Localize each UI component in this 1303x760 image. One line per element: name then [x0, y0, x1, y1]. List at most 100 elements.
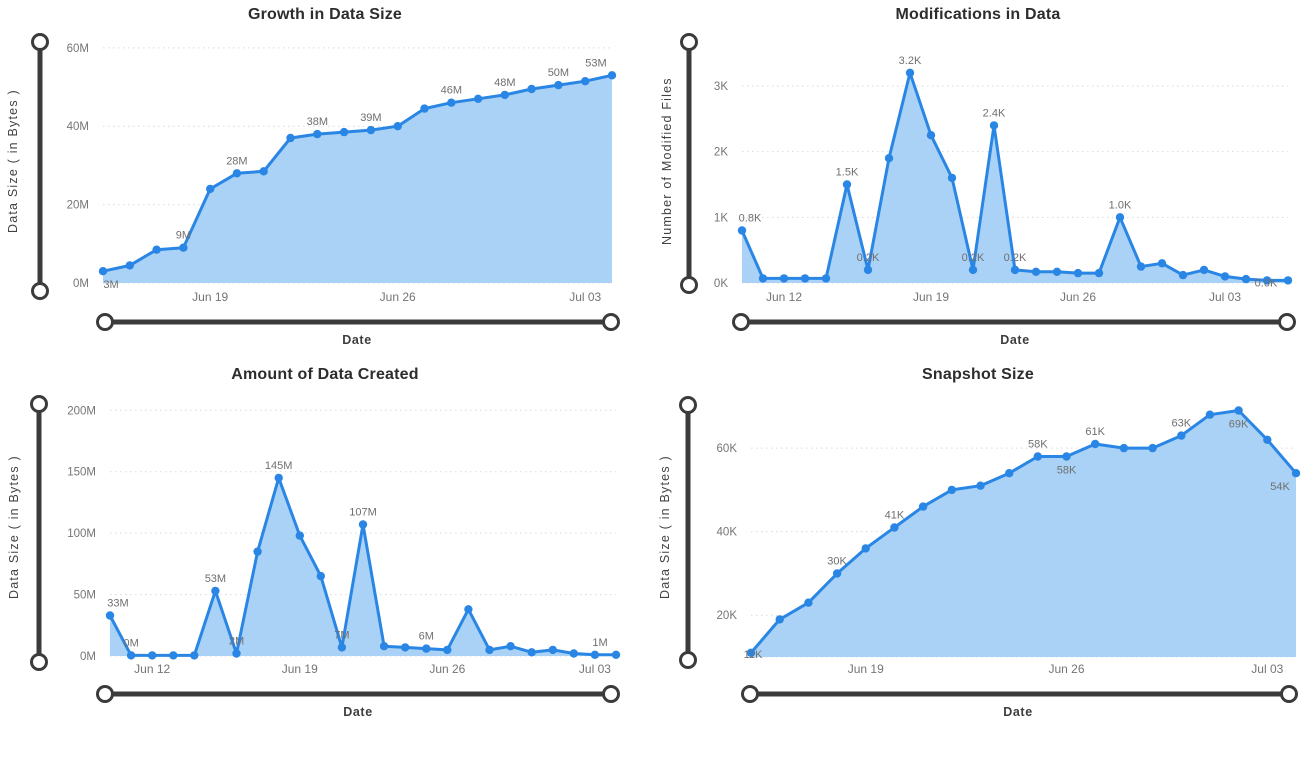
data-point [190, 651, 199, 660]
slider-handle-right[interactable] [1280, 685, 1298, 703]
slider-track[interactable] [105, 319, 611, 325]
slider-handle-left[interactable] [732, 313, 750, 331]
x-tick-label: Jul 03 [1251, 662, 1283, 676]
data-point [393, 122, 402, 131]
data-point [1094, 268, 1104, 278]
data-point-label: 41K [885, 510, 905, 522]
slider-handle-bottom[interactable] [680, 276, 698, 294]
x-zoom-slider-growth[interactable] [96, 313, 620, 331]
data-point [366, 125, 376, 135]
chart-1: 0K 1K 2K 3K Jun 12 Jun 19 Jun 26 Jul 03 0.8K 1.5K… [714, 55, 1293, 304]
data-point [947, 485, 956, 495]
y-tick-label: 60K [717, 443, 738, 455]
data-point [420, 104, 429, 113]
slider-track[interactable] [741, 319, 1287, 325]
data-point [527, 648, 536, 657]
slider-handle-bottom[interactable] [679, 651, 697, 669]
data-point-label: 53M [585, 57, 606, 69]
slider-handle-left[interactable] [96, 685, 114, 703]
slider-handle-bottom[interactable] [31, 282, 49, 300]
area-fill [742, 72, 1288, 283]
data-point-label: 7M [334, 629, 349, 641]
slider-handle-top[interactable] [680, 33, 698, 51]
y-zoom-slider-growth[interactable] [31, 33, 49, 300]
data-point [832, 569, 842, 578]
slider-handle-top[interactable] [31, 33, 49, 51]
slider-handle-top[interactable] [30, 395, 48, 413]
slider-handle-left[interactable] [741, 685, 759, 703]
x-axis-title-snapshot: Date [1003, 705, 1033, 719]
data-point [1062, 452, 1071, 461]
x-zoom-slider-created[interactable] [96, 685, 620, 703]
chart-2: 0M 50M 100M 150M 200M Jun 12 Jun 19 Jun 26 Jul 0… [67, 405, 621, 676]
slider-track[interactable] [37, 42, 43, 291]
data-line [101, 73, 614, 273]
data-point [379, 642, 389, 651]
data-point-label: 0.2K [857, 252, 880, 264]
area-fill [103, 75, 612, 283]
y-zoom-slider-snapshot[interactable] [679, 396, 697, 669]
data-point [926, 131, 936, 140]
data-point [232, 169, 242, 178]
x-tick-label: Jun 19 [848, 662, 884, 676]
y-tick-label: 0K [714, 278, 728, 290]
x-tick-label: Jun 12 [766, 290, 802, 304]
slider-track[interactable] [750, 691, 1289, 697]
data-point [968, 265, 978, 275]
data-point [485, 645, 494, 655]
data-point-label: 58K [1057, 465, 1077, 477]
data-point [1136, 262, 1146, 271]
data-point [1178, 270, 1188, 280]
data-point-label: 54K [1270, 481, 1290, 493]
y-zoom-slider-created[interactable] [30, 395, 48, 671]
data-point [232, 649, 241, 658]
data-point [976, 481, 985, 490]
data-point [1220, 272, 1230, 281]
slider-handle-right[interactable] [602, 685, 620, 703]
data-point-label: 48M [494, 77, 515, 89]
slider-track[interactable] [36, 404, 42, 662]
data-point [581, 77, 590, 86]
data-point [401, 643, 410, 652]
data-point-label: 9M [176, 230, 191, 242]
slider-handle-bottom[interactable] [30, 653, 48, 671]
slider-track[interactable] [686, 42, 692, 285]
x-zoom-slider-snapshot[interactable] [741, 685, 1298, 703]
data-point [569, 649, 578, 658]
data-point-label: 28M [226, 155, 247, 167]
data-point-label: 39M [360, 112, 381, 124]
data-point [152, 245, 161, 254]
slider-track[interactable] [105, 691, 611, 697]
data-point [775, 615, 784, 624]
data-point [259, 167, 268, 176]
chart-3: 20K 40K 60K Jun 19 Jun 26 Jul 03 11K 30K 41K 58K 5… [717, 406, 1301, 676]
slider-handle-left[interactable] [96, 313, 114, 331]
area-fill [751, 410, 1296, 657]
data-point [905, 68, 915, 78]
x-zoom-slider-modifications[interactable] [732, 313, 1296, 331]
data-point-label: 53M [205, 573, 226, 585]
slider-handle-right[interactable] [1278, 313, 1296, 331]
data-point [800, 274, 810, 283]
data-point-label: 46M [441, 85, 462, 97]
slider-handle-top[interactable] [679, 396, 697, 414]
data-point [863, 265, 873, 275]
slider-handle-right[interactable] [602, 313, 620, 331]
data-point [358, 520, 368, 529]
data-point [253, 547, 262, 556]
data-point [842, 180, 852, 189]
data-point-label: 1M [592, 637, 607, 649]
chart-title-snapshot-size: Snapshot Size [922, 366, 1034, 383]
slider-track[interactable] [685, 405, 691, 660]
y-zoom-slider-modifications[interactable] [680, 33, 698, 294]
data-point [554, 80, 563, 90]
data-point [1005, 469, 1014, 478]
data-point [804, 598, 813, 607]
data-point [611, 650, 621, 659]
data-point [918, 502, 928, 511]
chart-title-amount-of-data-created: Amount of Data Created [231, 366, 419, 383]
data-point [1157, 259, 1167, 268]
data-point [1010, 265, 1020, 275]
